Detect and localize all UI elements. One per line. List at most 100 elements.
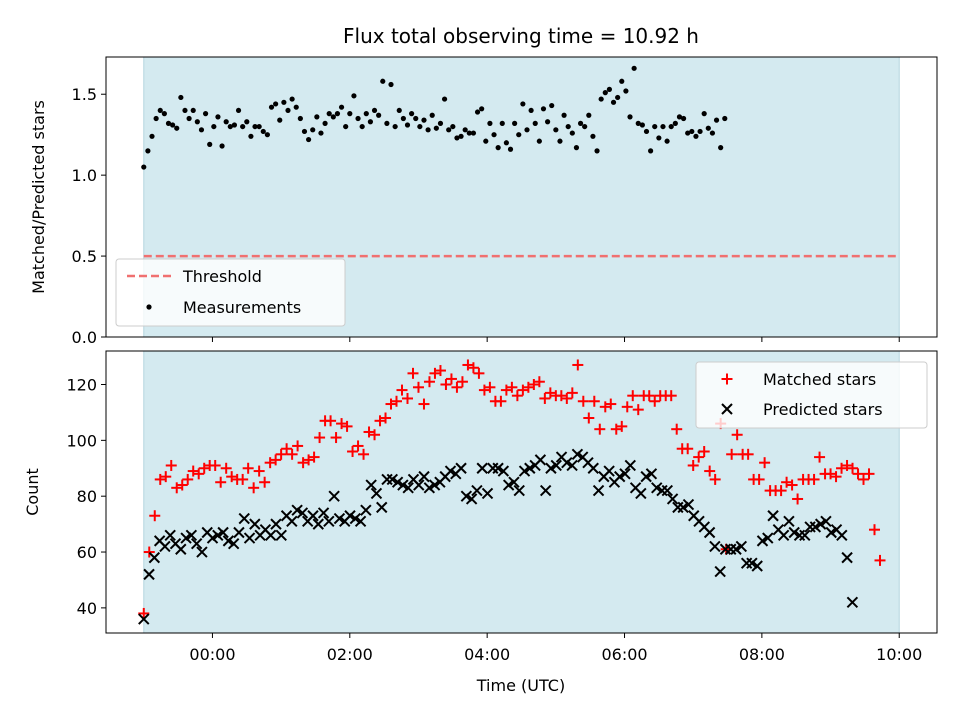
measurement-point xyxy=(441,96,448,102)
measurement-point xyxy=(409,111,415,117)
measurement-point xyxy=(289,96,295,102)
measurement-point xyxy=(697,128,703,135)
top-y-axis-label: Matched/Predicted stars xyxy=(29,100,48,294)
top-x-ticks xyxy=(211,337,900,342)
predicted-star-point xyxy=(164,529,176,541)
measurement-point xyxy=(544,119,551,125)
matched-star-point xyxy=(215,476,227,488)
predicted-star-point xyxy=(196,546,208,558)
predicted-star-point xyxy=(762,532,774,544)
measurement-point xyxy=(347,111,353,117)
predicted-star-point xyxy=(661,484,674,497)
matched-star-point xyxy=(369,429,381,441)
matched-star-point xyxy=(588,395,600,407)
measurement-point xyxy=(652,123,658,130)
matched-star-point xyxy=(391,395,403,407)
predicted-star-point xyxy=(603,465,615,477)
matched-star-point xyxy=(286,448,298,460)
matched-star-point xyxy=(605,398,617,410)
measurement-point xyxy=(623,88,629,94)
measurement-point xyxy=(223,119,229,125)
matched-star-point xyxy=(682,443,694,455)
bottom-legend-box xyxy=(695,361,928,429)
matched-star-point xyxy=(731,429,743,441)
top-legend-box xyxy=(115,258,346,327)
predicted-star-point xyxy=(238,512,250,525)
measurement-point xyxy=(318,130,324,136)
bottom-panel: 40 60 80 100 120 00:00 02:00 04:00 06:00 08:00 10… xyxy=(23,350,938,695)
matched-star-point xyxy=(726,448,738,460)
measurement-point xyxy=(718,145,724,151)
matched-star-point xyxy=(742,448,754,460)
measurement-point xyxy=(507,146,514,152)
measurement-point xyxy=(474,109,481,115)
predicted-star-point xyxy=(587,462,599,474)
predicted-star-point xyxy=(243,532,256,544)
measurement-point xyxy=(561,112,567,118)
predicted-star-point xyxy=(497,465,510,477)
matched-star-point xyxy=(330,432,342,444)
predicted-star-point xyxy=(370,487,383,500)
measurement-point xyxy=(643,128,650,135)
x-tick-label: 10:00 xyxy=(876,645,922,664)
measurement-point xyxy=(598,96,604,102)
measurement-point xyxy=(186,115,192,122)
measurement-point xyxy=(499,120,505,126)
measurement-point xyxy=(437,120,444,126)
measurement-point xyxy=(322,120,328,126)
matched-star-point xyxy=(314,432,326,444)
predicted-star-point xyxy=(513,484,525,497)
predicted-star-point xyxy=(418,470,430,483)
matched-star-point xyxy=(594,423,606,435)
predicted-star-point xyxy=(328,490,340,502)
measurement-point xyxy=(610,99,617,105)
matched-star-point xyxy=(616,420,628,432)
legend-measurements-swatch xyxy=(146,304,152,310)
predicted-star-point xyxy=(365,479,377,491)
matched-star-point xyxy=(341,420,353,432)
measurement-point xyxy=(577,120,584,126)
predicted-star-point xyxy=(619,468,631,480)
measurement-point xyxy=(470,130,477,136)
measurement-point xyxy=(602,90,608,96)
matched-star-point xyxy=(759,457,771,469)
predicted-star-point xyxy=(217,526,229,539)
measurement-point xyxy=(190,107,196,114)
measurement-point xyxy=(429,112,435,118)
measurement-point xyxy=(594,148,600,154)
measurement-point xyxy=(417,123,423,130)
predicted-star-point xyxy=(820,515,832,528)
bottom-legend: Matched stars Predicted stars xyxy=(695,361,928,429)
matched-stars-points xyxy=(138,359,886,619)
predicted-star-point xyxy=(317,507,330,519)
predicted-star-point xyxy=(624,459,636,472)
measurement-point xyxy=(400,115,406,122)
matched-star-point xyxy=(412,381,424,393)
matched-star-point xyxy=(704,465,716,477)
matched-star-point xyxy=(814,451,826,463)
matched-star-point xyxy=(423,376,435,388)
measurement-point xyxy=(557,138,563,144)
top-y-ticks: 0.0 0.5 1.0 1.5 xyxy=(72,85,106,347)
matched-star-point xyxy=(237,473,249,485)
matched-star-point xyxy=(533,376,545,388)
y-tick-label: 120 xyxy=(66,376,97,395)
measurement-point xyxy=(235,107,242,114)
matched-star-point xyxy=(786,479,798,491)
matched-star-point xyxy=(687,459,699,471)
predicted-star-point xyxy=(666,493,679,505)
measurement-point xyxy=(231,122,238,128)
predicted-star-point xyxy=(286,515,298,528)
measurement-point xyxy=(639,122,645,128)
measurement-point xyxy=(540,106,547,112)
measurement-point xyxy=(664,138,670,144)
measurement-point xyxy=(693,133,699,139)
predicted-star-point xyxy=(413,479,425,491)
x-tick-label: 00:00 xyxy=(189,645,235,664)
matched-star-point xyxy=(281,443,293,455)
measurement-point xyxy=(615,94,621,101)
y-tick-label: 60 xyxy=(77,543,97,562)
measurement-point xyxy=(483,138,489,144)
y-tick-label: 80 xyxy=(77,487,97,506)
measurement-point xyxy=(421,117,427,123)
